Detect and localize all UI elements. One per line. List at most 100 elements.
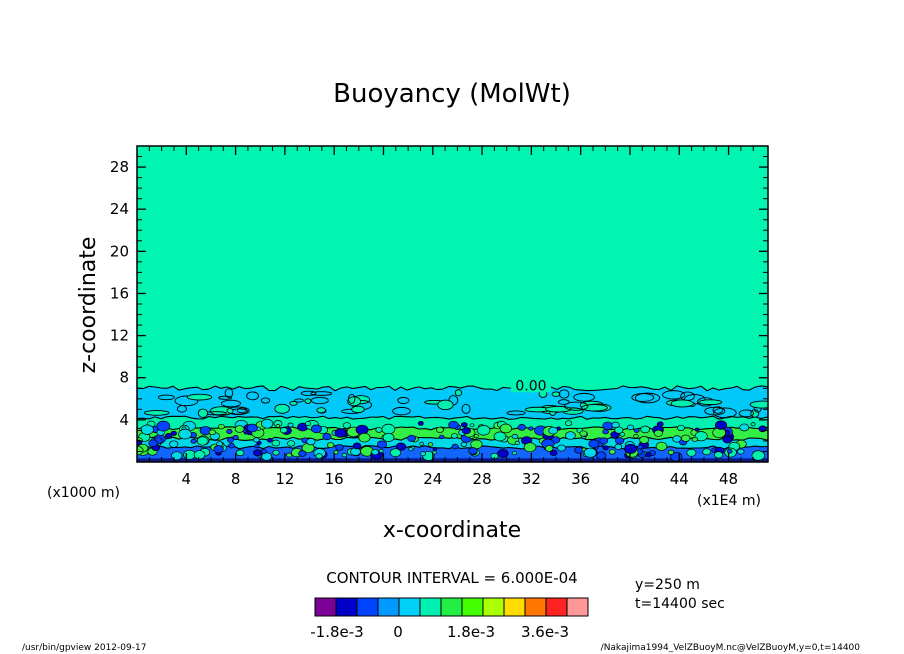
cell [355,424,369,435]
eddy [738,409,754,418]
cell [232,435,239,441]
eddy [506,410,526,416]
cell [473,434,479,439]
cell [432,450,437,455]
x-axis-label: x-coordinate [383,518,521,543]
cell [408,447,414,452]
y-axis: 4 8 12 16 20 24 28 [110,156,768,452]
cell [170,430,177,436]
eddy [348,393,356,404]
cell [315,453,323,460]
eddy [226,406,250,416]
cell [246,423,258,433]
bottom-strip [137,458,768,462]
cell [419,451,426,457]
x-tick-label: 20 [374,470,393,488]
x-tick-label: 12 [275,470,294,488]
cell [196,436,209,446]
colorbar-swatch [356,597,379,617]
cell [544,445,554,452]
cell [681,434,691,442]
cell [371,449,379,456]
eddy [392,406,411,416]
cell [271,439,281,447]
cell [432,447,438,451]
cell [310,424,322,434]
x-tick-label: 32 [522,470,541,488]
cell [557,444,566,452]
cell [226,437,235,443]
cell [253,437,260,443]
cell [677,424,685,431]
cell [614,443,623,450]
cell [702,448,712,456]
colorbar-swatch [440,597,463,617]
eddy [558,389,570,399]
cell [714,451,724,459]
cell [461,427,471,435]
colorbar-swatch [314,597,337,617]
cell [306,437,316,446]
eddy [749,400,768,409]
x-tick-label: 36 [571,470,590,488]
cell [653,429,663,437]
x-tick-label: 28 [473,470,492,488]
cell [588,439,600,448]
cell [235,449,245,457]
footer-left: /usr/bin/gpview 2012-09-17 [22,643,146,653]
plot-area: 0.00 [136,145,769,463]
colorbar-swatch [377,597,400,617]
cell [407,434,417,442]
eddy [670,399,694,408]
cell [493,431,507,442]
y-tick-label: 4 [119,411,129,429]
cell [148,439,158,447]
cell [298,450,307,457]
cell [275,424,281,428]
eddy [310,391,333,396]
eddy [563,401,589,411]
cell [272,449,280,456]
cell [171,451,183,461]
cell [497,448,509,458]
cell [334,428,347,438]
cell [637,444,644,450]
x-axis: 4 8 12 16 20 24 28 32 36 40 44 48 [148,146,754,488]
cell [476,425,491,436]
colorbar-swatch [524,597,547,617]
colorbar-swatch [419,597,442,617]
eddy [224,388,234,398]
cell [626,424,635,431]
contour-label-bg [510,379,551,393]
cell [451,443,459,450]
cell [715,420,728,430]
cell [286,452,293,458]
cell [381,423,396,435]
cell [305,421,312,426]
cell [499,423,512,434]
colorbar-label: 3.6e-3 [521,623,569,641]
eddy [186,393,213,401]
y-tick-label: 12 [110,327,129,345]
cell [750,422,756,427]
cell [549,449,558,457]
cell [228,443,235,449]
cell [234,425,245,433]
cell [279,427,288,434]
contour-field: 0.00 [137,146,768,462]
cell [342,422,351,429]
cell [726,449,733,454]
eddy [143,410,170,416]
cell [322,432,332,441]
cell [655,441,668,451]
cell [375,427,383,433]
cell [608,449,616,455]
cell [602,421,614,431]
eddy [581,404,608,412]
cell [382,432,395,442]
cell [686,448,697,457]
cell [451,433,458,439]
cell [514,440,520,445]
cell [140,424,154,435]
